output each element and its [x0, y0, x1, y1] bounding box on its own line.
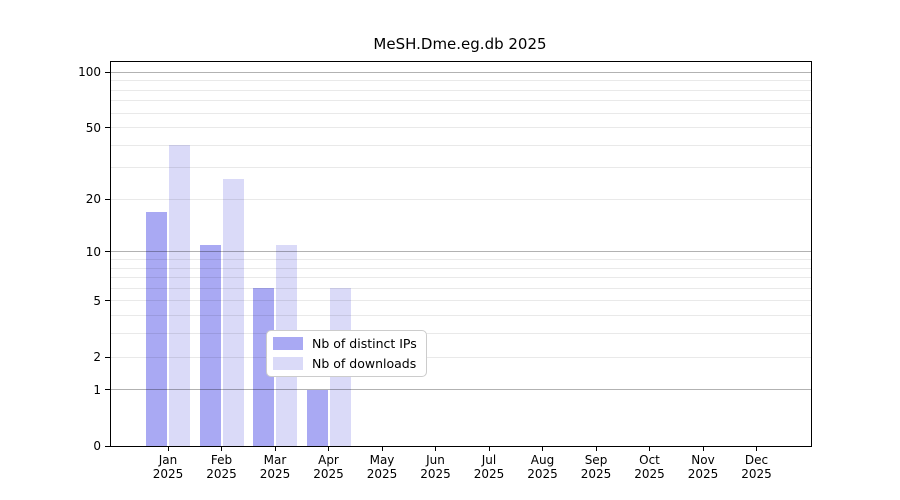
- y-tick-label-0: 0: [93, 439, 101, 453]
- x-tick-label-sep: Sep 2025: [580, 453, 612, 481]
- x-tick-label-feb: Feb 2025: [206, 453, 237, 481]
- minor-gridline-80: [111, 89, 811, 91]
- plot-area: 0 1 2 5 10 20 50 100 Jan 2025 Feb 2025 Mar 2025 Apr…: [78, 61, 812, 481]
- y-tick-50: [105, 127, 111, 128]
- x-tick-may: [381, 446, 383, 451]
- x-tick-label-nov: Nov 2025: [687, 453, 719, 481]
- y-tick-10: [105, 251, 111, 253]
- x-tick-jul: [488, 446, 490, 451]
- bar-distinct-ips-apr: [306, 389, 328, 446]
- x-tick-oct: [649, 446, 650, 451]
- bar-distinct-ips-jan: [146, 211, 167, 446]
- y-tick-5: [105, 300, 111, 302]
- x-tick-label-aug: Aug 2025: [527, 453, 558, 481]
- y-tick-20: [105, 198, 111, 200]
- x-tick-label-jan: Jan 2025: [152, 453, 184, 481]
- y-tick-100: [105, 71, 111, 73]
- x-tick-feb: [221, 446, 222, 451]
- minor-gridline-50: [111, 127, 811, 128]
- legend: Nb of distinct IPs Nb of downloads: [266, 330, 427, 377]
- x-tick-mar: [274, 446, 276, 451]
- minor-gridline-20: [111, 198, 811, 200]
- y-tick-label-50: 50: [85, 120, 101, 135]
- legend-swatch-downloads: [273, 357, 303, 370]
- minor-gridline-40: [111, 144, 811, 146]
- y-tick-label-2: 2: [93, 350, 101, 364]
- x-tick-nov: [702, 446, 704, 451]
- x-tick-label-oct: Oct 2025: [634, 453, 665, 481]
- bar-downloads-feb: [222, 179, 244, 446]
- y-tick-0: [105, 445, 111, 447]
- y-tick-label-100: 100: [78, 65, 101, 80]
- minor-gridline-90: [111, 80, 811, 82]
- legend-label-downloads: Nb of downloads: [312, 356, 417, 371]
- x-tick-label-dec: Dec 2025: [741, 453, 772, 481]
- legend-item-downloads: Nb of downloads: [273, 357, 417, 370]
- legend-swatch-distinct-ips: [273, 337, 303, 350]
- major-gridline-100: [111, 71, 811, 73]
- x-tick-apr: [328, 446, 329, 451]
- y-tick-1: [105, 389, 111, 391]
- x-tick-label-may: May 2025: [366, 453, 398, 481]
- x-tick-aug: [542, 446, 543, 451]
- bar-distinct-ips-mar: [253, 288, 274, 446]
- x-tick-label-mar: Mar 2025: [259, 453, 291, 481]
- y-tick-label-5: 5: [93, 293, 101, 308]
- y-tick-2: [105, 356, 111, 358]
- x-tick-label-jul: Jul 2025: [473, 453, 505, 481]
- y-tick-label-10: 10: [85, 244, 101, 259]
- minor-gridline-30: [111, 167, 811, 169]
- legend-item-distinct-ips: Nb of distinct IPs: [273, 337, 417, 350]
- minor-gridline-70: [111, 100, 811, 102]
- x-tick-dec: [756, 446, 757, 451]
- y-tick-label-1: 1: [93, 382, 101, 397]
- x-tick-jan: [167, 446, 169, 451]
- bar-downloads-jan: [169, 145, 190, 446]
- x-tick-jun: [435, 446, 436, 451]
- y-tick-label-20: 20: [85, 192, 101, 207]
- chart-title: MeSH.Dme.eg.db 2025: [373, 35, 547, 53]
- x-tick-label-apr: Apr 2025: [313, 453, 344, 481]
- x-tick-label-jun: Jun 2025: [420, 453, 451, 481]
- legend-label-distinct-ips: Nb of distinct IPs: [312, 336, 417, 351]
- minor-gridline-60: [111, 112, 811, 114]
- bar-distinct-ips-feb: [199, 244, 221, 446]
- x-tick-sep: [595, 446, 597, 451]
